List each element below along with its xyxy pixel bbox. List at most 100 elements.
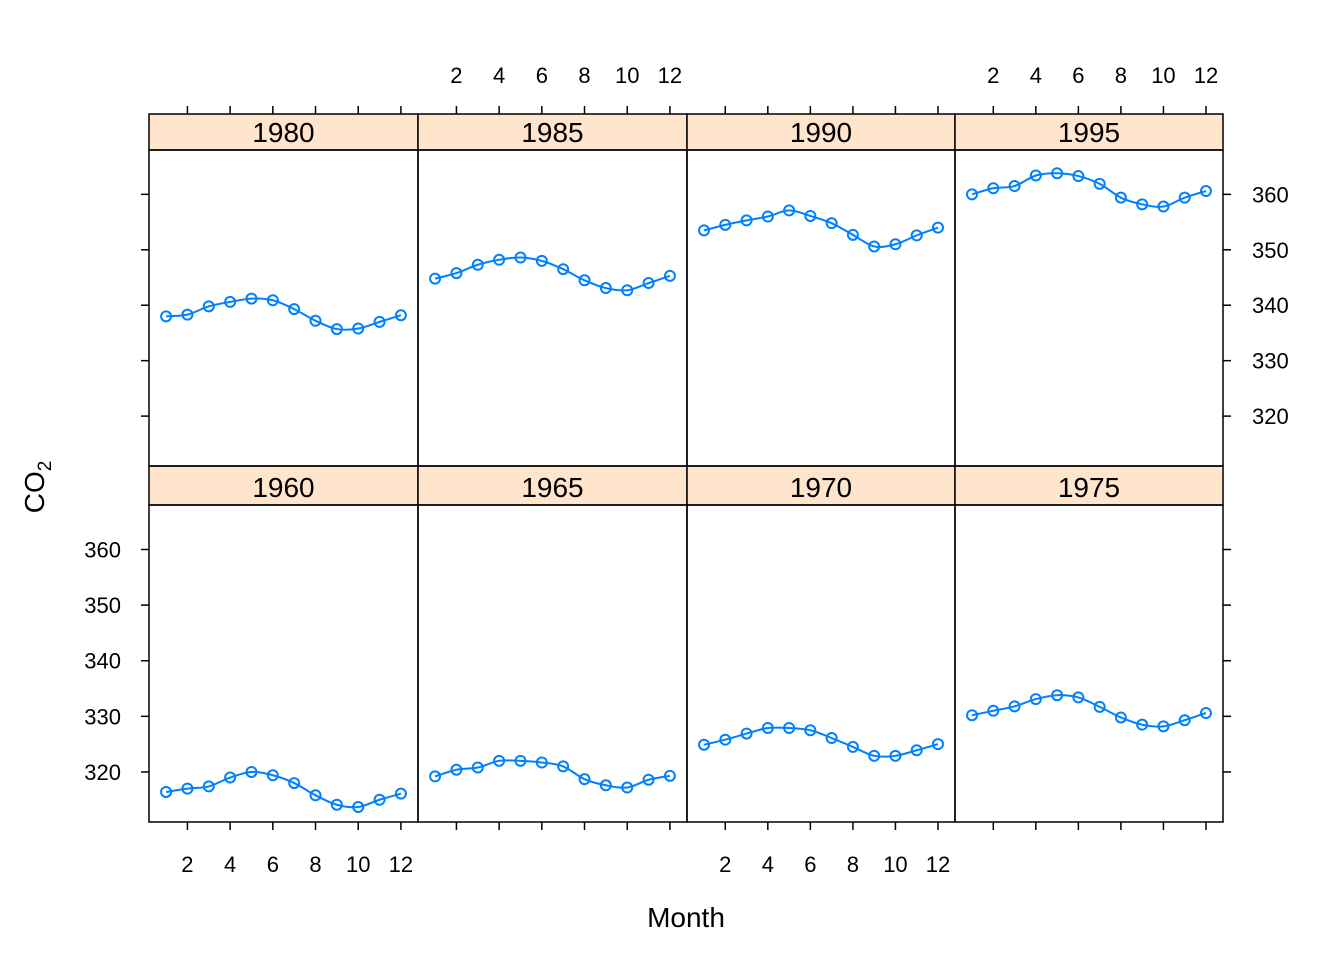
data-point-1980-m12 xyxy=(394,309,407,322)
data-point-1980-m8 xyxy=(309,314,322,327)
data-point-1980-m1 xyxy=(160,310,173,323)
data-point-1995-m1 xyxy=(966,188,979,201)
data-point-1980-m9 xyxy=(330,323,343,336)
x-tick-label-top-c1-10: 10 xyxy=(615,63,639,88)
data-point-1960-m7 xyxy=(288,777,301,790)
series-line-1965 xyxy=(434,759,671,789)
data-point-1980-m5 xyxy=(245,292,258,305)
data-point-1965-m8 xyxy=(578,773,591,786)
x-tick-label-top-c3-12: 12 xyxy=(1194,63,1218,88)
data-point-1960-m1 xyxy=(160,785,173,798)
x-tick-label-bottom-c0-2: 2 xyxy=(181,852,193,877)
data-point-1965-m7 xyxy=(557,760,570,773)
data-point-1970-m10 xyxy=(889,749,902,762)
y-tick-label-right-340: 340 xyxy=(1252,293,1289,318)
strip-1985 xyxy=(417,113,688,151)
data-point-1965-m3 xyxy=(471,761,484,774)
data-point-1990-m8 xyxy=(846,228,859,241)
data-point-1990-m3 xyxy=(740,214,753,227)
data-point-1970-m7 xyxy=(825,732,838,745)
y-tick-label-left-360: 360 xyxy=(84,537,121,562)
data-point-1985-m10 xyxy=(621,284,634,297)
data-point-1975-m7 xyxy=(1093,700,1106,713)
data-point-1960-m10 xyxy=(352,800,365,813)
panel-1980: 1980 xyxy=(148,113,419,467)
panel-1960: 1960 xyxy=(148,465,419,823)
data-point-1975-m2 xyxy=(987,704,1000,717)
x-tick-label-top-c3-8: 8 xyxy=(1115,63,1127,88)
panels-layer: 1960 1965 1970 1975 1980 1985 1990 1995 xyxy=(148,113,1224,823)
data-point-1965-m4 xyxy=(493,754,506,767)
data-point-1995-m3 xyxy=(1008,180,1021,193)
data-point-1995-m4 xyxy=(1029,169,1042,182)
series-line-1990 xyxy=(703,209,939,249)
panel-1970: 1970 xyxy=(686,465,956,823)
data-point-1965-m9 xyxy=(599,779,612,792)
data-point-1985-m9 xyxy=(599,282,612,295)
y-tick-label-right-360: 360 xyxy=(1252,182,1289,207)
data-point-1990-m6 xyxy=(804,209,817,222)
x-tick-label-bottom-c2-4: 4 xyxy=(762,852,774,877)
y-tick-label-right-320: 320 xyxy=(1252,404,1289,429)
data-point-1985-m8 xyxy=(578,274,591,287)
panel-frame-1970 xyxy=(686,504,956,823)
data-point-1995-m8 xyxy=(1114,191,1127,204)
data-point-1975-m4 xyxy=(1029,693,1042,706)
y-axis-title-main: CO xyxy=(19,471,50,513)
series-line-1985 xyxy=(434,256,671,292)
strip-1960 xyxy=(148,465,419,506)
data-point-1995-m11 xyxy=(1178,191,1191,204)
data-point-1960-m8 xyxy=(309,789,322,802)
x-tick-label-bottom-c0-4: 4 xyxy=(224,852,236,877)
x-tick-label-top-c3-2: 2 xyxy=(987,63,999,88)
strip-label-1980: 1980 xyxy=(252,117,314,148)
data-point-1985-m3 xyxy=(471,258,484,271)
data-point-1990-m5 xyxy=(783,204,796,217)
x-tick-label-top-c3-10: 10 xyxy=(1151,63,1175,88)
axes-layer: 2 4 6 8 10 12 2 4 6 8 10 12 2 4 6 8 10 12 2 4 6 8 10 12 320 330 34… xyxy=(84,63,1288,877)
y-tick-label-left-340: 340 xyxy=(84,649,121,674)
data-point-1985-m11 xyxy=(642,277,655,290)
y-axis-title-subscript: 2 xyxy=(35,461,56,472)
data-point-1985-m2 xyxy=(450,267,463,280)
x-tick-label-top-c3-4: 4 xyxy=(1030,63,1042,88)
x-tick-label-bottom-c0-8: 8 xyxy=(309,852,321,877)
data-point-1965-m11 xyxy=(642,773,655,786)
data-point-1960-m12 xyxy=(394,787,407,800)
panel-frame-1980 xyxy=(148,149,419,467)
x-tick-label-bottom-c2-6: 6 xyxy=(804,852,816,877)
data-point-1975-m10 xyxy=(1157,720,1170,733)
x-axis-title: Month xyxy=(647,902,725,933)
y-tick-label-left-320: 320 xyxy=(84,760,121,785)
x-tick-label-top-c1-8: 8 xyxy=(578,63,590,88)
data-point-1995-m2 xyxy=(987,182,1000,195)
data-point-1960-m11 xyxy=(373,793,386,806)
strip-label-1985: 1985 xyxy=(521,117,583,148)
data-point-1970-m3 xyxy=(740,727,753,740)
data-point-1995-m5 xyxy=(1051,167,1064,180)
panel-frame-1985 xyxy=(417,149,688,467)
data-point-1995-m9 xyxy=(1136,198,1149,211)
x-tick-label-bottom-c0-6: 6 xyxy=(267,852,279,877)
data-point-1975-m1 xyxy=(966,709,979,722)
x-tick-label-bottom-c2-10: 10 xyxy=(883,852,907,877)
data-point-1970-m6 xyxy=(804,724,817,737)
data-point-1990-m7 xyxy=(825,217,838,230)
data-point-1975-m6 xyxy=(1072,691,1085,704)
series-line-1980 xyxy=(166,297,402,331)
panel-frame-1975 xyxy=(954,504,1224,823)
data-point-1970-m12 xyxy=(931,738,944,751)
data-point-1960-m3 xyxy=(202,780,215,793)
x-tick-label-top-c1-4: 4 xyxy=(493,63,505,88)
data-point-1970-m5 xyxy=(783,722,796,735)
data-point-1960-m5 xyxy=(245,765,258,778)
strip-label-1970: 1970 xyxy=(790,472,852,503)
data-point-1970-m2 xyxy=(719,733,732,746)
y-tick-label-left-350: 350 xyxy=(84,593,121,618)
data-point-1985-m6 xyxy=(535,254,548,267)
data-point-1970-m1 xyxy=(698,738,711,751)
data-point-1975-m11 xyxy=(1178,714,1191,727)
panel-1965: 1965 xyxy=(417,465,688,823)
panel-1975: 1975 xyxy=(954,465,1224,823)
